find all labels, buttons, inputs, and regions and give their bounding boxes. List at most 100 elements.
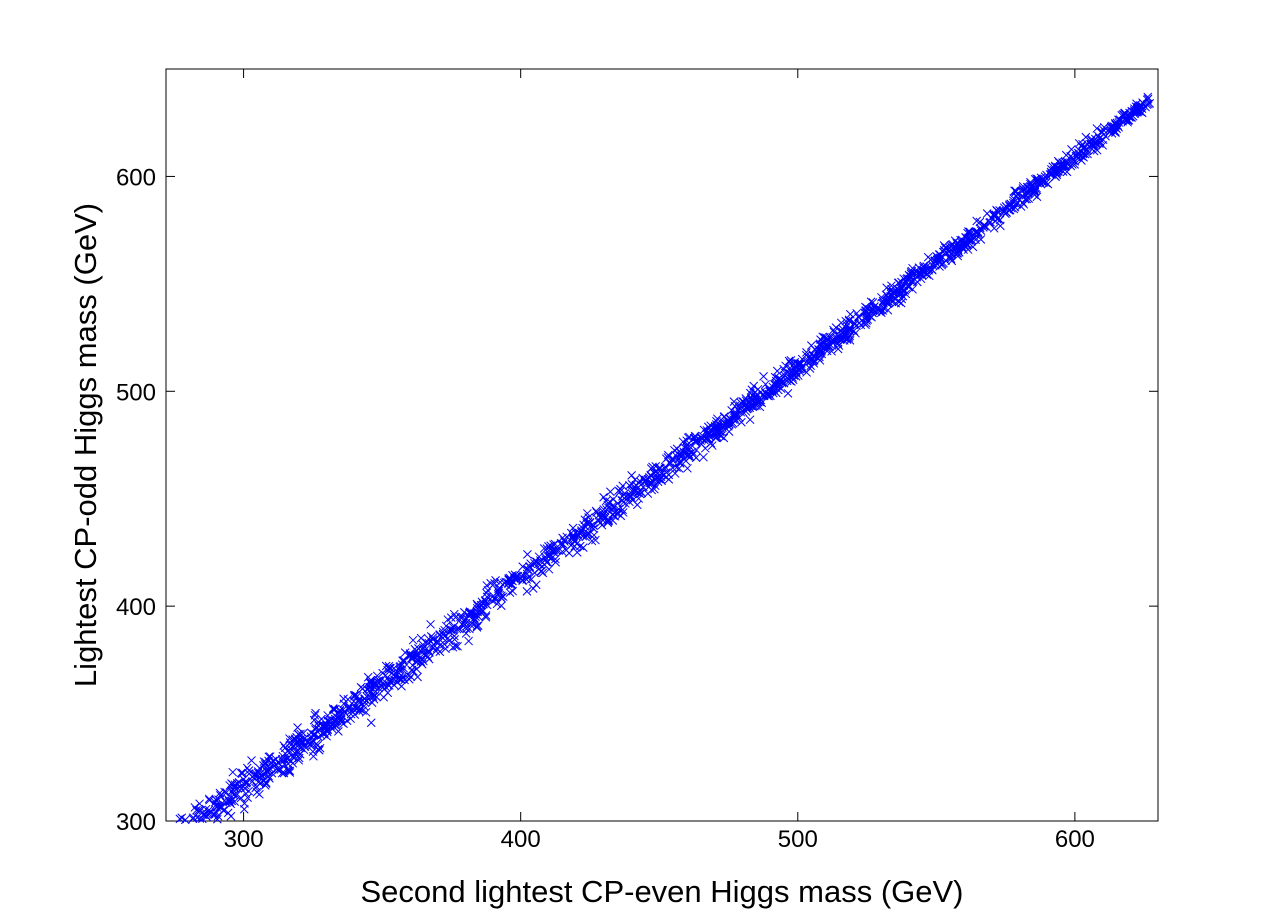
data-point [626, 491, 636, 500]
data-point [730, 401, 740, 411]
data-point [223, 795, 233, 804]
data-point [444, 636, 454, 646]
data-point [989, 211, 999, 221]
data-point [431, 646, 441, 656]
data-point [384, 681, 394, 690]
data-point [435, 630, 445, 639]
data-point [657, 476, 667, 486]
data-point [606, 487, 615, 497]
data-point [496, 601, 506, 611]
data-point [433, 636, 443, 646]
data-point [745, 415, 755, 425]
data-point [700, 443, 710, 453]
data-point [827, 337, 837, 347]
data-point [1047, 170, 1056, 180]
data-point [772, 366, 782, 376]
y-tick-label: 500 [116, 379, 156, 406]
data-point [653, 477, 663, 487]
data-point [494, 588, 504, 598]
data-point [334, 727, 343, 736]
data-point [945, 251, 955, 261]
data-point [815, 339, 825, 349]
data-point [267, 758, 276, 768]
data-point [423, 652, 433, 662]
data-point [1109, 122, 1119, 131]
data-point [972, 216, 982, 226]
tick-labels: 300 400 500 600 300 400 500 600 [116, 164, 1095, 853]
data-point [926, 255, 936, 265]
data-point [261, 779, 271, 789]
data-point [508, 586, 518, 596]
x-tick-label: 600 [1055, 826, 1095, 853]
data-point [248, 776, 257, 786]
data-point [255, 763, 264, 773]
data-point [985, 218, 994, 228]
data-point [1030, 186, 1040, 196]
data-point [247, 756, 256, 765]
data-point [451, 641, 460, 651]
data-point [1086, 139, 1096, 149]
data-point [544, 542, 553, 551]
data-point [379, 692, 389, 702]
data-point [992, 205, 1001, 215]
data-point [350, 710, 360, 719]
data-point [399, 655, 409, 665]
data-point [648, 462, 657, 472]
data-point [860, 308, 870, 317]
data-point [976, 235, 986, 244]
data-point [583, 528, 592, 538]
data-point [228, 767, 238, 777]
data-point [355, 707, 364, 716]
data-point [572, 539, 582, 549]
data-point [1013, 189, 1022, 199]
data-point [882, 283, 891, 293]
data-point [731, 410, 740, 420]
data-point [175, 814, 185, 824]
data-point [1034, 176, 1043, 186]
data-point [861, 318, 871, 328]
data-point [279, 741, 289, 750]
data-point [549, 540, 558, 549]
data-point [1089, 146, 1099, 156]
data-point [879, 303, 889, 313]
data-point [360, 694, 369, 704]
data-point [770, 372, 780, 382]
data-point [280, 760, 289, 769]
data-point [589, 524, 598, 533]
data-point [355, 698, 364, 708]
data-point [924, 264, 933, 273]
data-point [599, 492, 608, 502]
data-point [904, 270, 914, 280]
data-point [1035, 178, 1045, 188]
data-point [252, 782, 261, 792]
data-point [918, 267, 928, 277]
data-point [262, 767, 272, 777]
data-point [734, 413, 744, 422]
data-point [1127, 106, 1137, 116]
data-point [654, 464, 664, 474]
data-point [408, 635, 418, 645]
data-point [950, 236, 960, 246]
data-point [610, 511, 620, 521]
data-point [394, 674, 404, 683]
data-point [495, 577, 505, 587]
data-point [395, 662, 405, 672]
data-point [204, 794, 214, 804]
data-point [537, 566, 547, 576]
data-point [291, 747, 301, 756]
data-point [682, 443, 692, 453]
axis-ticks [166, 69, 1158, 822]
data-point [482, 588, 491, 598]
data-point [459, 621, 468, 631]
data-point [380, 684, 389, 694]
data-point [518, 576, 527, 586]
data-point [889, 288, 898, 298]
data-point [582, 509, 592, 518]
data-point [299, 734, 309, 744]
data-point [568, 523, 578, 533]
data-point [364, 691, 374, 701]
data-point [389, 670, 399, 680]
data-point [473, 621, 483, 630]
data-point [1018, 181, 1028, 191]
data-point [815, 340, 825, 350]
